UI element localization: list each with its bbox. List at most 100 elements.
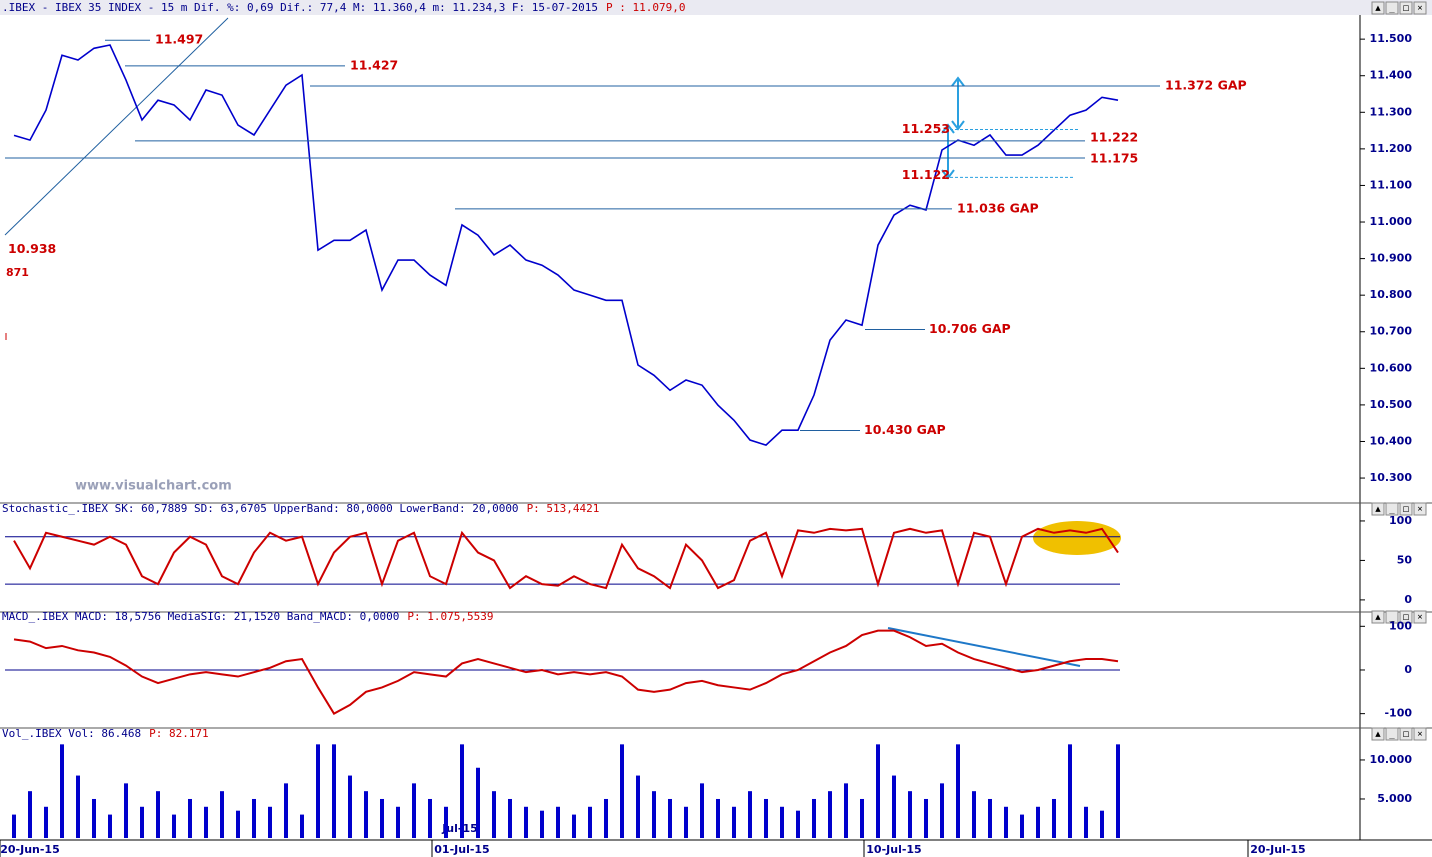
volume-bar bbox=[396, 806, 400, 838]
volume-bar bbox=[1020, 814, 1024, 838]
volume-bar bbox=[748, 791, 752, 838]
y-tick-label: 10.800 bbox=[1370, 288, 1413, 301]
x-tick-label: 20-Jun-15 bbox=[0, 843, 60, 856]
volume-bar bbox=[1100, 810, 1104, 838]
volume-bar bbox=[252, 798, 256, 838]
series-line bbox=[13, 527, 1119, 590]
volume-bar bbox=[204, 806, 208, 838]
window-button-icon: _ bbox=[1389, 730, 1395, 740]
volume-bar bbox=[108, 814, 112, 838]
x-tick-label: 20-Jul-15 bbox=[1250, 843, 1305, 856]
volume-bar bbox=[908, 791, 912, 838]
y-tick-label: 10.500 bbox=[1370, 398, 1413, 411]
volume-bar bbox=[716, 798, 720, 838]
series-line bbox=[13, 44, 1119, 447]
level-label: 11.427 bbox=[350, 57, 398, 72]
volume-bar bbox=[444, 806, 448, 838]
y-tick-label: 10.400 bbox=[1370, 434, 1413, 447]
window-button bbox=[1413, 610, 1427, 624]
volume-bar bbox=[428, 798, 432, 838]
volume-bar bbox=[1004, 806, 1008, 838]
volume-bar bbox=[1116, 744, 1120, 838]
divergence-line bbox=[887, 627, 1081, 667]
panel-title-price: P: 82.171 bbox=[149, 727, 209, 740]
y-tick-label: 10.900 bbox=[1370, 252, 1413, 265]
volume-bar bbox=[1084, 806, 1088, 838]
window-button-icon: □ bbox=[1403, 730, 1409, 740]
window-button-icon: ▲ bbox=[1375, 613, 1381, 623]
volume-bar bbox=[76, 775, 80, 838]
level-label: 11.253 bbox=[902, 121, 950, 136]
y-tick-label: 11.300 bbox=[1370, 105, 1413, 118]
volume-bar bbox=[268, 806, 272, 838]
panel-title: Stochastic_.IBEX SK: 60,7889 SD: 63,6705… bbox=[2, 502, 519, 515]
series-line bbox=[13, 629, 1119, 715]
trend-line bbox=[4, 17, 229, 236]
x-tick-label: 10-Jul-15 bbox=[866, 843, 921, 856]
volume-bar bbox=[412, 783, 416, 838]
note: 871 bbox=[6, 266, 29, 279]
window-button-icon: _ bbox=[1389, 505, 1395, 515]
window-button-icon: _ bbox=[1389, 613, 1395, 623]
volume-bar bbox=[892, 775, 896, 838]
level-label: 11.122 bbox=[902, 167, 950, 182]
window-button bbox=[1385, 502, 1399, 516]
volume-bar bbox=[1036, 806, 1040, 838]
y-tick-label: 11.400 bbox=[1370, 69, 1413, 82]
volume-bar bbox=[316, 744, 320, 838]
level-label: 10.430 GAP bbox=[864, 422, 946, 437]
window-button-icon: □ bbox=[1403, 505, 1409, 515]
panel-title: MACD_.IBEX MACD: 18,5756 MediaSIG: 21,15… bbox=[2, 610, 399, 623]
level-label: 11.497 bbox=[155, 32, 203, 47]
window-button bbox=[1399, 502, 1413, 516]
volume-bar bbox=[812, 798, 816, 838]
volume-bar bbox=[284, 783, 288, 838]
volume-bar bbox=[988, 798, 992, 838]
volume-bar bbox=[940, 783, 944, 838]
y-tick-label: 11.200 bbox=[1370, 142, 1413, 155]
volume-bar bbox=[556, 806, 560, 838]
volume-bar bbox=[572, 814, 576, 838]
window-button bbox=[1385, 610, 1399, 624]
window-button bbox=[1399, 610, 1413, 624]
panel-title-price: P: 513,4421 bbox=[527, 502, 600, 515]
volume-bar bbox=[300, 814, 304, 838]
y-tick-label: 0 bbox=[1404, 663, 1412, 676]
y-tick-label: 5.000 bbox=[1377, 792, 1412, 805]
volume-bar bbox=[588, 806, 592, 838]
volume-bar bbox=[652, 791, 656, 838]
header-bar bbox=[0, 0, 1432, 15]
level-label: 10.706 GAP bbox=[929, 321, 1011, 336]
y-tick-label: 11.500 bbox=[1370, 32, 1413, 45]
volume-bar bbox=[124, 783, 128, 838]
window-button bbox=[1413, 502, 1427, 516]
volume-bar bbox=[60, 744, 64, 838]
volume-bar bbox=[220, 791, 224, 838]
y-tick-label: 10.300 bbox=[1370, 471, 1413, 484]
window-button bbox=[1385, 727, 1399, 741]
window-button bbox=[1371, 502, 1385, 516]
window-button bbox=[1413, 727, 1427, 741]
volume-bar bbox=[140, 806, 144, 838]
volume-bar bbox=[236, 810, 240, 838]
volume-bar bbox=[956, 744, 960, 838]
volume-bar bbox=[460, 744, 464, 838]
y-tick-label: 11.000 bbox=[1370, 215, 1413, 228]
window-button-icon: □ bbox=[1403, 613, 1409, 623]
month-label: Jul-15 bbox=[441, 822, 478, 835]
volume-bar bbox=[188, 798, 192, 838]
watermark: www.visualchart.com bbox=[75, 479, 232, 494]
volume-bar bbox=[44, 806, 48, 838]
y-tick-label: 0 bbox=[1404, 593, 1412, 606]
header-price: P : 11.079,0 bbox=[606, 1, 685, 14]
volume-bar bbox=[1068, 744, 1072, 838]
volume-bar bbox=[828, 791, 832, 838]
y-tick-label: -100 bbox=[1384, 707, 1412, 720]
window-button bbox=[1371, 610, 1385, 624]
window-button-icon: ▲ bbox=[1375, 4, 1381, 14]
volume-bar bbox=[524, 806, 528, 838]
window-button bbox=[1413, 1, 1427, 15]
window-button-icon: × bbox=[1417, 730, 1422, 740]
